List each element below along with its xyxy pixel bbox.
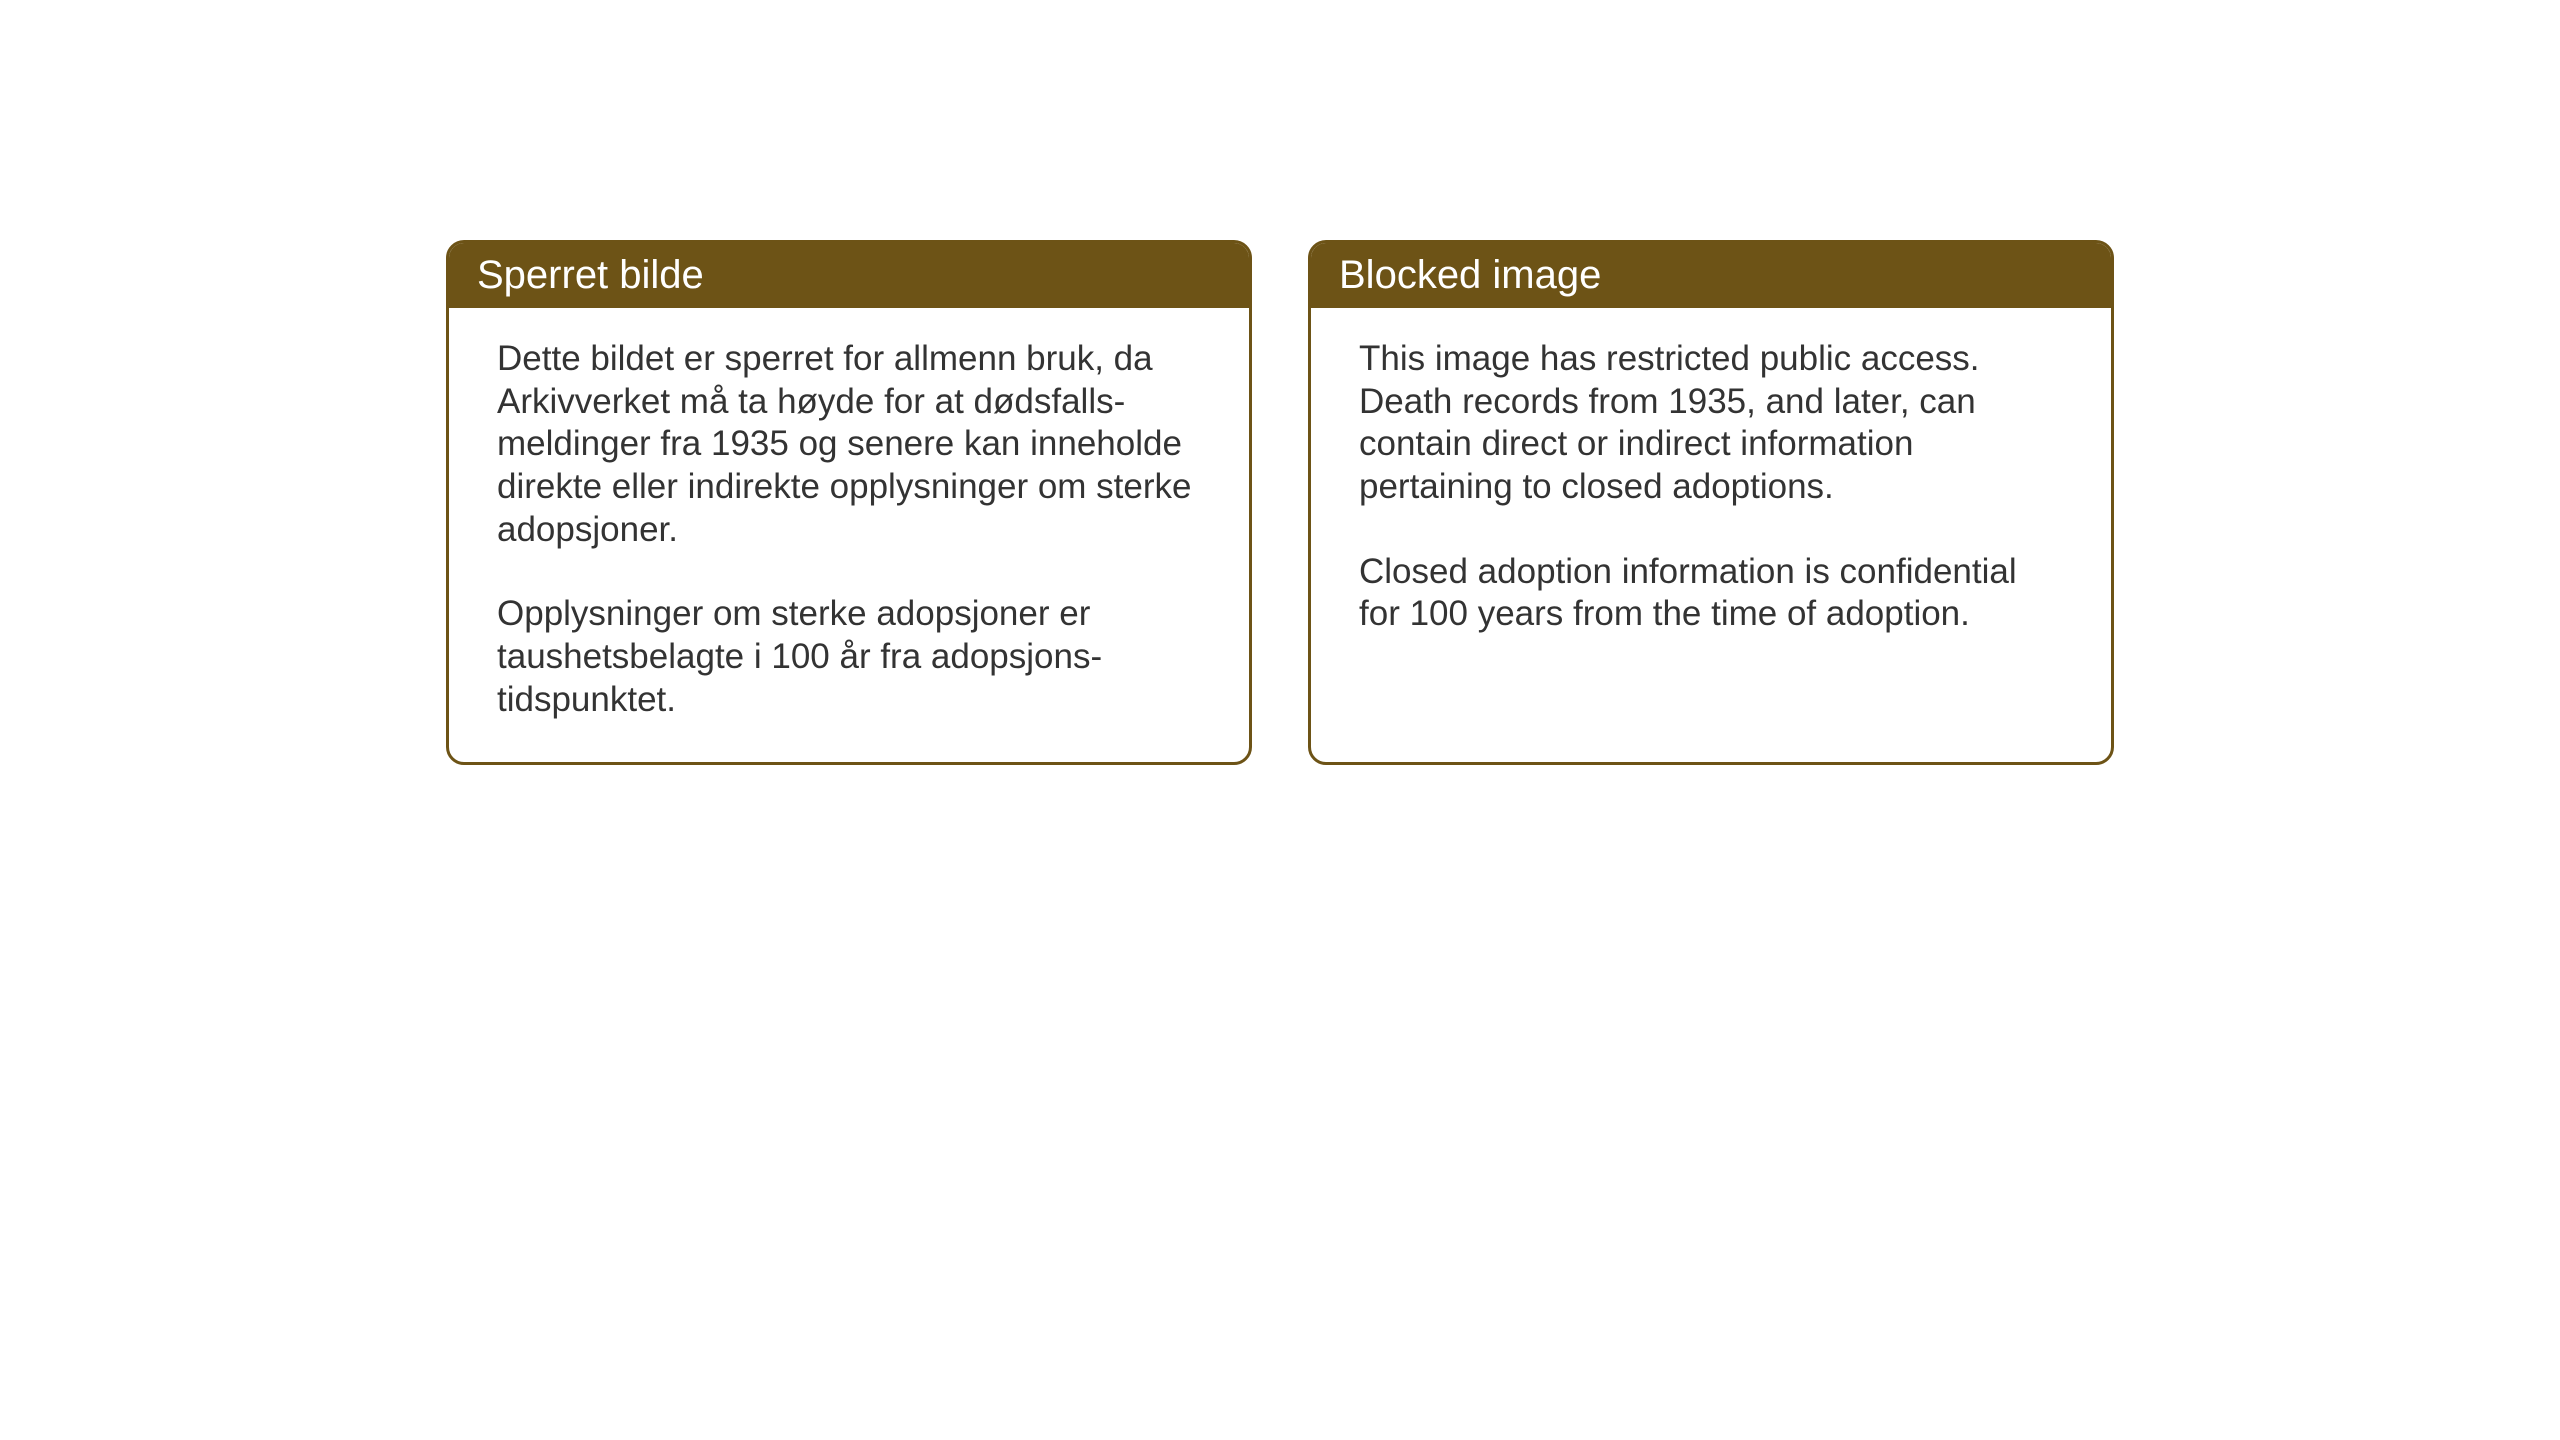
card-norwegian-header: Sperret bilde — [449, 243, 1249, 308]
card-norwegian-paragraph-1: Dette bildet er sperret for allmenn bruk… — [497, 338, 1201, 551]
card-norwegian-title: Sperret bilde — [477, 253, 704, 297]
card-norwegian-paragraph-2: Opplysninger om sterke adopsjoner er tau… — [497, 593, 1201, 721]
card-norwegian-body: Dette bildet er sperret for allmenn bruk… — [449, 308, 1249, 762]
card-english-title: Blocked image — [1339, 253, 1601, 297]
card-norwegian: Sperret bilde Dette bildet er sperret fo… — [446, 240, 1252, 765]
cards-container: Sperret bilde Dette bildet er sperret fo… — [446, 240, 2114, 765]
card-english-header: Blocked image — [1311, 243, 2111, 308]
card-english-paragraph-1: This image has restricted public access.… — [1359, 338, 2063, 509]
card-english: Blocked image This image has restricted … — [1308, 240, 2114, 765]
card-english-body: This image has restricted public access.… — [1311, 308, 2111, 754]
card-english-paragraph-2: Closed adoption information is confident… — [1359, 551, 2063, 636]
